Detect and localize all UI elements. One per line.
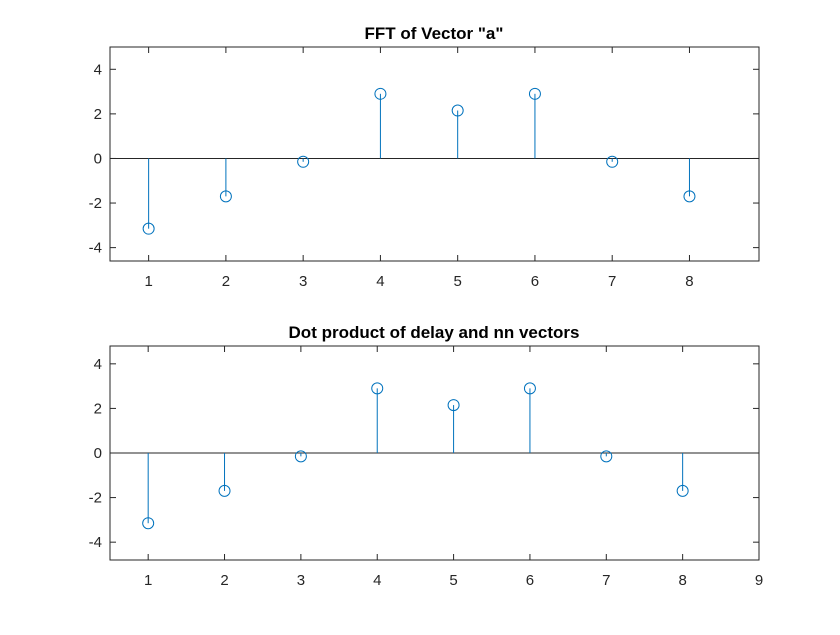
- y-tick-label: 0: [94, 150, 102, 167]
- stem-marker: [219, 190, 232, 203]
- x-tick-label: 3: [297, 572, 305, 589]
- axes-dot-product: Dot product of delay and nn vectors 1 2 3 4…: [89, 323, 764, 589]
- x-tick-label: 5: [449, 572, 457, 589]
- y-tick-label: 0: [94, 445, 102, 462]
- x-tick-label: 6: [531, 273, 539, 290]
- axes-title: Dot product of delay and nn vectors: [289, 323, 580, 342]
- y-tick-label: 2: [94, 400, 102, 417]
- stem-marker: [374, 87, 387, 100]
- stem-marker: [294, 450, 307, 463]
- stem-marker: [297, 155, 310, 168]
- stem-marker: [142, 517, 155, 530]
- x-tick-label: 9: [755, 572, 763, 589]
- x-tick-label: 2: [222, 273, 230, 290]
- stem-marker: [451, 104, 464, 117]
- stem-marker: [683, 190, 696, 203]
- x-tick-label: 6: [526, 572, 534, 589]
- x-tick-label: 8: [685, 273, 693, 290]
- x-tick-label: 1: [144, 572, 152, 589]
- x-tick-label: 4: [373, 572, 381, 589]
- stem-marker: [447, 399, 460, 412]
- y-tick-label: -4: [89, 534, 102, 551]
- x-tick-label: 4: [376, 273, 384, 290]
- y-tick-label: 4: [94, 61, 102, 78]
- x-tick-label: 5: [454, 273, 462, 290]
- y-tick-label: -2: [89, 490, 102, 507]
- stem-marker: [676, 484, 689, 497]
- axes-fft-of-vector-a: FFT of Vector "a" 1 2 3 4 5 6 7 8 -4 -2 0 2 4: [89, 24, 760, 290]
- stem-marker: [606, 155, 619, 168]
- stem-marker: [142, 222, 155, 235]
- y-tick-label: -2: [89, 195, 102, 212]
- x-tick-label: 3: [299, 273, 307, 290]
- stem-marker: [528, 87, 541, 100]
- x-tick-label: 8: [678, 572, 686, 589]
- axes-title: FFT of Vector "a": [365, 24, 504, 43]
- x-tick-label: 7: [608, 273, 616, 290]
- axes-box: [109, 46, 760, 262]
- x-tick-label: 2: [220, 572, 228, 589]
- x-tick-label: 7: [602, 572, 610, 589]
- y-tick-label: 2: [94, 106, 102, 123]
- y-tick-label: 4: [94, 356, 102, 373]
- x-tick-label: 1: [144, 273, 152, 290]
- stem-marker: [600, 450, 613, 463]
- stem-marker: [523, 382, 536, 395]
- stem-marker: [371, 382, 384, 395]
- y-tick-label: -4: [89, 240, 102, 257]
- stem-marker: [218, 484, 231, 497]
